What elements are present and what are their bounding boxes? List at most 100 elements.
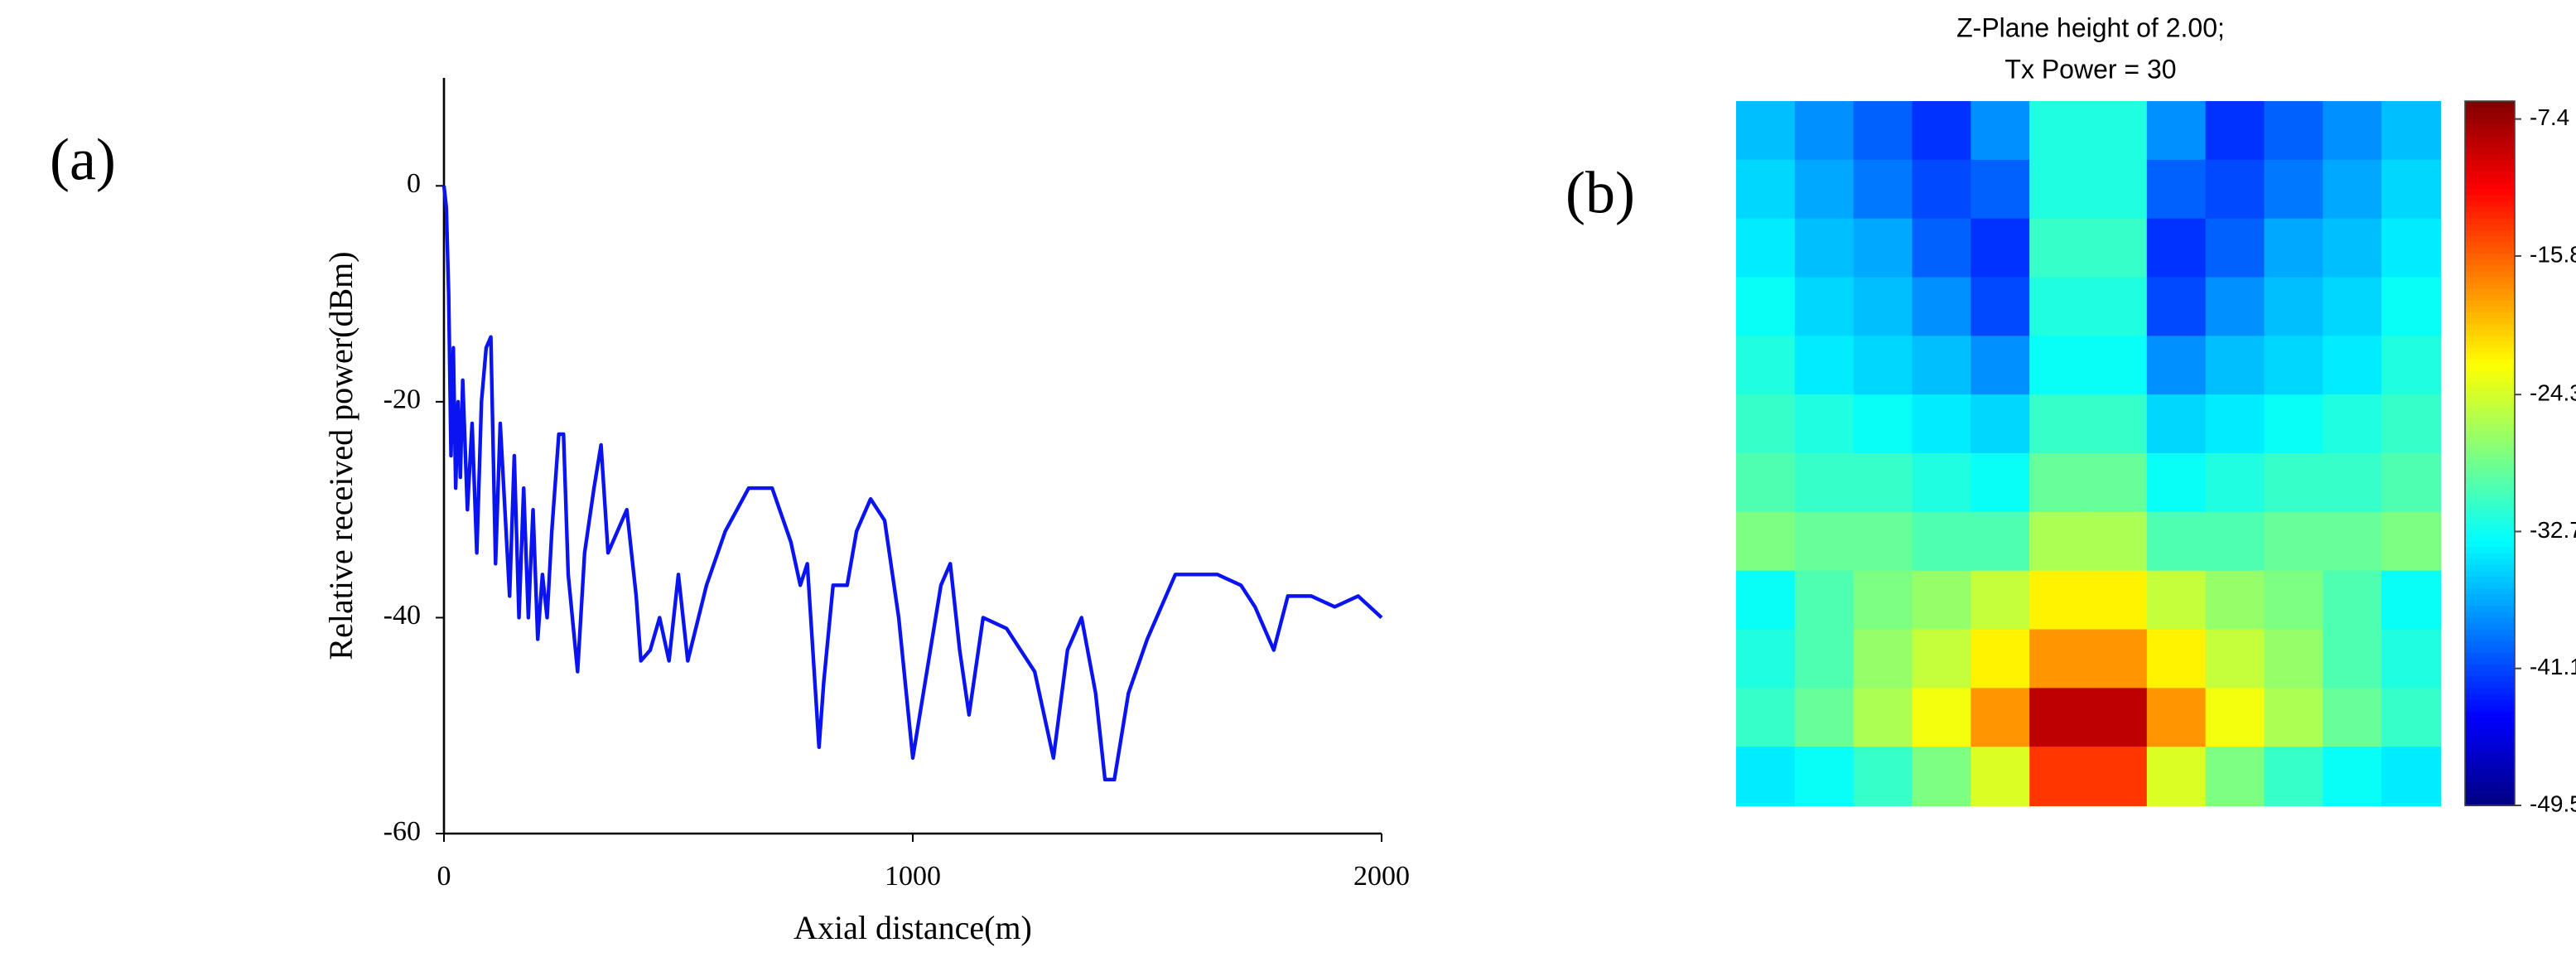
heatmap-cell xyxy=(2264,629,2324,689)
colorbar-segment xyxy=(2465,541,2515,549)
colorbar-segment xyxy=(2465,781,2515,789)
colorbar-segment xyxy=(2465,776,2515,783)
y-tick-label: 0 xyxy=(407,168,421,199)
colorbar-segment xyxy=(2465,254,2515,261)
colorbar-tick-label: -32.7 xyxy=(2530,517,2576,543)
y-tick-label: -20 xyxy=(384,384,421,415)
heatmap-cell xyxy=(1971,570,2031,631)
colorbar-segment xyxy=(2465,389,2515,396)
heatmap-cell xyxy=(1971,218,2031,278)
heatmap-cell xyxy=(1912,394,1972,454)
heatmap-cell xyxy=(2381,629,2441,689)
heatmap-cell xyxy=(2146,453,2207,513)
colorbar-segment xyxy=(2465,283,2515,290)
colorbar-segment xyxy=(2465,259,2515,267)
heatmap-cell xyxy=(2205,570,2265,631)
colorbar-segment xyxy=(2465,482,2515,490)
colorbar-segment xyxy=(2465,130,2515,138)
colorbar-segment xyxy=(2465,735,2515,742)
heatmap-cell xyxy=(1794,394,1855,454)
heatmap-cell xyxy=(2088,159,2148,220)
colorbar-segment xyxy=(2465,172,2515,179)
heatmap-cell xyxy=(2323,394,2383,454)
colorbar-segment xyxy=(2465,353,2515,360)
colorbar-segment xyxy=(2465,635,2515,642)
heatmap-cell xyxy=(1912,336,1972,396)
x-tick-label: 1000 xyxy=(885,861,941,892)
heatmap-cell xyxy=(1912,688,1972,748)
heatmap-cell xyxy=(1912,101,1972,161)
colorbar-segment xyxy=(2465,165,2515,172)
colorbar-segment xyxy=(2465,564,2515,572)
colorbar-segment xyxy=(2465,459,2515,466)
colorbar-segment xyxy=(2465,418,2515,425)
colorbar-segment xyxy=(2465,271,2515,278)
heatmap-cell xyxy=(2029,511,2089,572)
heatmap-cell xyxy=(2029,218,2089,278)
colorbar-segment xyxy=(2465,306,2515,313)
colorbar-segment xyxy=(2465,500,2515,507)
heatmap-cell xyxy=(1736,159,1796,220)
colorbar-segment xyxy=(2465,347,2515,355)
heatmap-cell xyxy=(1794,218,1855,278)
colorbar-segment xyxy=(2465,524,2515,531)
heatmap-cell xyxy=(2381,101,2441,161)
colorbar-segment xyxy=(2465,612,2515,619)
colorbar-segment xyxy=(2465,429,2515,437)
colorbar-segment xyxy=(2465,189,2515,196)
colorbar-segment xyxy=(2465,511,2515,519)
heatmap-cell xyxy=(1853,570,1913,631)
heatmap-cell xyxy=(1912,277,1972,337)
colorbar-segment xyxy=(2465,670,2515,678)
heatmap-cell xyxy=(1736,747,1796,806)
heatmap-cell xyxy=(1736,570,1796,631)
colorbar-segment xyxy=(2465,682,2515,689)
heatmap-cell xyxy=(2029,277,2089,337)
colorbar-tick-label: -41.1 xyxy=(2530,654,2576,679)
colorbar-segment xyxy=(2465,412,2515,419)
heatmap-cell xyxy=(2029,688,2089,748)
heatmap-cell xyxy=(2029,394,2089,454)
heatmap-cell xyxy=(2264,159,2324,220)
colorbar-segment xyxy=(2465,435,2515,442)
colorbar-segment xyxy=(2465,230,2515,237)
colorbar-segment xyxy=(2465,224,2515,231)
heatmap-cell xyxy=(1853,218,1913,278)
y-tick-label: -40 xyxy=(384,600,421,631)
colorbar-segment xyxy=(2465,294,2515,302)
heatmap-cell xyxy=(2146,336,2207,396)
colorbar-segment xyxy=(2465,195,2515,202)
heatmap-cell xyxy=(1971,394,2031,454)
colorbar-segment xyxy=(2465,324,2515,331)
heatmap-cell xyxy=(2205,688,2265,748)
heatmap-cell xyxy=(1912,747,1972,806)
colorbar-segment xyxy=(2465,646,2515,654)
heatmap-cell xyxy=(2264,336,2324,396)
heatmap-cell xyxy=(1971,747,2031,806)
colorbar-segment xyxy=(2465,370,2515,378)
colorbar-segment xyxy=(2465,606,2515,613)
heatmap-cell xyxy=(2146,688,2207,748)
heatmap-cell xyxy=(2205,159,2265,220)
colorbar-segment xyxy=(2465,752,2515,760)
colorbar-segment xyxy=(2465,136,2515,143)
chart-title: Tx Power = 30 xyxy=(2004,54,2176,84)
colorbar-segment xyxy=(2465,676,2515,684)
heatmap-cell xyxy=(2088,101,2148,161)
heatmap-cell xyxy=(2205,277,2265,337)
colorbar-segment xyxy=(2465,288,2515,296)
heatmap-cell xyxy=(2205,394,2265,454)
heatmap-cell xyxy=(2029,747,2089,806)
heatmap-cell xyxy=(1912,453,1972,513)
heatmap-cell xyxy=(1853,688,1913,748)
heatmap-cell xyxy=(2088,218,2148,278)
heatmap-cell xyxy=(1794,747,1855,806)
chart-title: Z-Plane height of 2.00; xyxy=(1956,12,2225,42)
colorbar-segment xyxy=(2465,658,2515,665)
heatmap-cell xyxy=(2146,511,2207,572)
colorbar-segment xyxy=(2465,248,2515,255)
heatmap-cell xyxy=(2205,101,2265,161)
colorbar-segment xyxy=(2465,576,2515,583)
colorbar-segment xyxy=(2465,423,2515,431)
